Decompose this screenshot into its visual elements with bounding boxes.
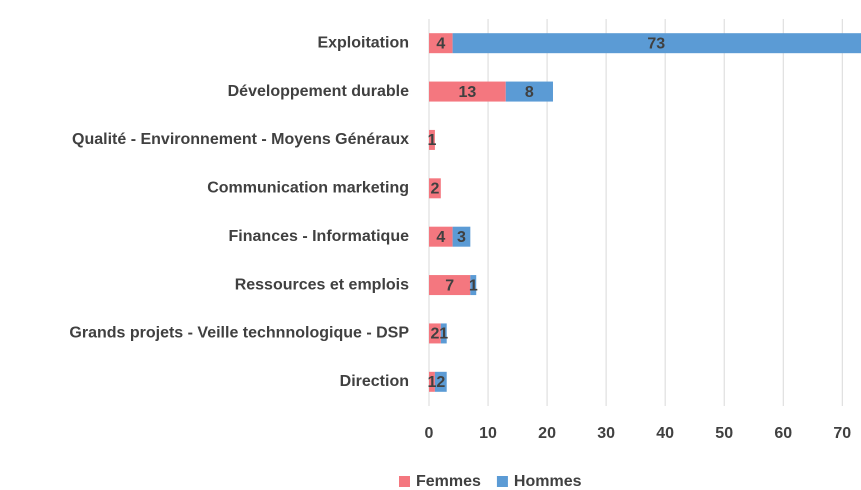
x-tick-label: 20 xyxy=(538,425,556,442)
bar xyxy=(452,226,471,247)
x-tick-label: 40 xyxy=(656,425,674,442)
data-label: 8 xyxy=(525,84,534,101)
data-label: 1 xyxy=(439,326,448,343)
bar xyxy=(429,275,471,296)
legend-swatch xyxy=(399,476,410,487)
bar xyxy=(429,81,506,102)
bar xyxy=(429,371,435,392)
bar xyxy=(452,33,861,54)
y-tick-label: Qualité - Environnement - Moyens Générau… xyxy=(72,131,409,148)
x-tick-label: 50 xyxy=(715,425,733,442)
y-tick-label: Communication marketing xyxy=(207,180,409,197)
bar xyxy=(429,323,441,344)
data-label: 4 xyxy=(436,35,445,52)
bar xyxy=(505,81,553,102)
data-label: 1 xyxy=(469,277,478,294)
x-tick-label: 30 xyxy=(597,425,615,442)
legend-label: Hommes xyxy=(514,473,582,490)
legend-swatch xyxy=(496,476,508,487)
y-tick-label: Finances - Informatique xyxy=(229,228,410,245)
data-label: 2 xyxy=(430,181,439,198)
data-label: 3 xyxy=(457,229,466,246)
bar xyxy=(434,371,447,392)
data-label: 73 xyxy=(647,35,665,52)
data-label: 1 xyxy=(427,374,436,391)
bar xyxy=(440,323,447,344)
x-tick-label: 0 xyxy=(425,425,434,442)
x-tick-label: 60 xyxy=(774,425,792,442)
data-label: 13 xyxy=(458,84,476,101)
bars xyxy=(429,33,861,392)
bar xyxy=(429,226,453,247)
bar xyxy=(429,129,435,150)
y-tick-label: Exploitation xyxy=(317,34,409,51)
data-label: 7 xyxy=(445,277,454,294)
legend-label: Femmes xyxy=(416,473,481,490)
y-tick-label: Direction xyxy=(340,373,409,390)
x-tick-label: 10 xyxy=(479,425,497,442)
data-label: 4 xyxy=(436,229,445,246)
data-label: 1 xyxy=(427,132,436,149)
bar xyxy=(429,33,453,54)
x-tick-label: 70 xyxy=(833,425,851,442)
y-tick-label: Ressources et emplois xyxy=(235,276,409,293)
data-label: 2 xyxy=(436,374,445,391)
bar xyxy=(429,178,441,199)
y-tick-label: Développement durable xyxy=(228,83,409,100)
bar xyxy=(470,275,477,296)
data-label: 2 xyxy=(430,326,439,343)
y-tick-label: Grands projets - Veille technnologique -… xyxy=(69,325,409,342)
